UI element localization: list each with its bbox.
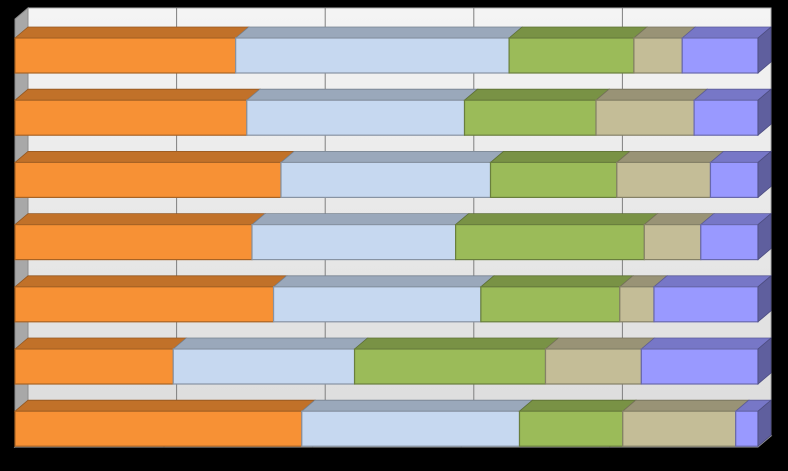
bar-segment [454,224,645,261]
bar-segment [693,99,759,136]
bar-segment-top [640,337,773,350]
bar-segment [622,410,737,447]
bar-segment [172,348,356,385]
bar-segment-top [681,26,773,39]
bar-segment-top [250,213,470,226]
bar-segment-top [353,337,560,350]
bar-segment [14,37,237,74]
bar-segment [463,99,597,136]
bar-segment-top [300,399,534,412]
bar-row [13,399,773,448]
bar-segment-top [652,275,773,288]
bar-segment [595,99,695,136]
bar-segment [633,37,683,74]
bar-segment-top [13,150,296,163]
bar-segment-top [13,213,267,226]
bar-segment-top [13,399,316,412]
bar-segment-top [489,150,631,163]
bar-segment [640,348,759,385]
bar-segment [681,37,759,74]
bar-row [13,150,773,199]
bar-row [13,26,773,74]
bar-segment [619,286,655,323]
bar-segment-top [479,275,634,288]
bar-end-face [757,337,772,385]
bar-segment [480,286,621,323]
bar-segment [518,410,624,447]
bar-segment [508,37,635,74]
bar-segment [251,224,457,261]
bar-row [13,337,773,385]
bar-segment-top [13,26,250,39]
bar-segment-top [234,26,524,39]
bar-segment-top [508,26,649,39]
bar-segment-top [463,88,611,101]
bar-segment-top [621,399,750,412]
bar-segment [14,161,282,198]
bar-segment-top [615,150,725,163]
bar-segment [14,410,303,447]
bar-segment [709,161,759,198]
bar-end-face [757,150,772,199]
bar-segment [489,161,618,198]
bar-segment-top [544,337,656,350]
bar-segment-top [245,88,479,101]
bar-segment [14,224,253,261]
bar-segment [14,286,275,323]
bar-row [13,88,773,137]
bar-segment [353,348,547,385]
bar-segment-top [279,150,505,163]
bar-segment [544,348,642,385]
bar-segment [14,348,174,385]
bar-segment-top [13,88,261,101]
bar-row [13,274,773,323]
bar-segment-top [454,213,659,226]
bar-end-face [757,274,772,323]
bar-end-face [757,26,772,74]
bar-segment [653,286,759,323]
bar-segment [280,161,492,198]
bar-segment [246,99,466,136]
bar-segment [616,161,712,198]
bar-end-face [757,88,772,137]
bar-segment [643,224,702,261]
bar-segment-top [13,337,188,350]
bar-end-face [757,399,772,448]
bar-segment [235,37,510,74]
bar-segment-top [172,337,369,350]
bar-segment [735,410,759,447]
bar-segment-top [272,275,495,288]
bar-segment [301,410,521,447]
bar-segment [14,99,248,136]
bar-segment [272,286,482,323]
bar-row [13,212,773,261]
bar-segment [700,224,759,261]
bar-segment-top [594,88,709,101]
bar-segment-top [518,399,637,412]
bar-segment-top [13,275,288,288]
bar-end-face [757,212,772,261]
bars-layer [13,26,773,448]
